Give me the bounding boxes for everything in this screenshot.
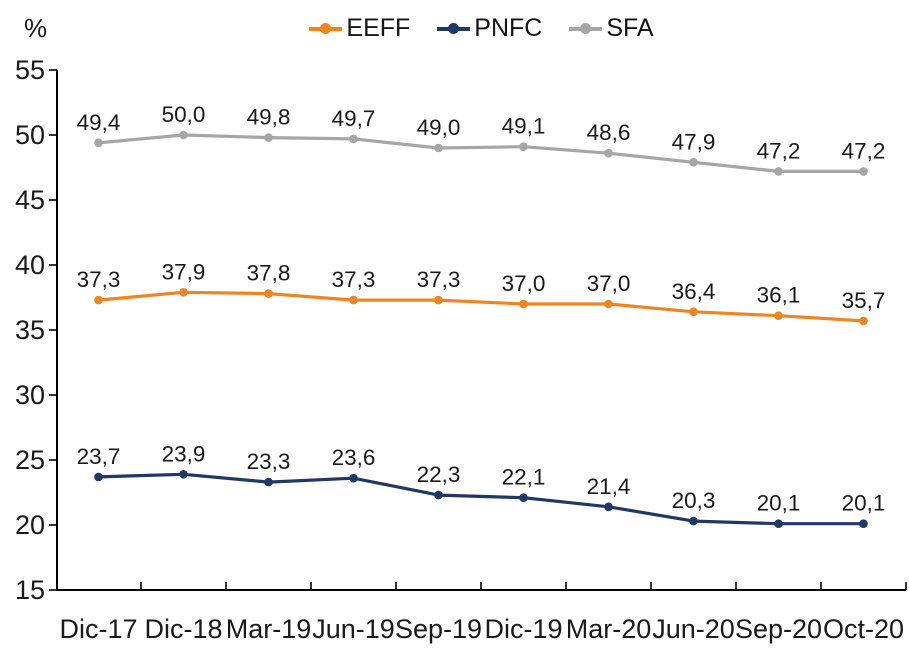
legend-marker-sfa-icon	[569, 23, 603, 34]
x-axis-category-label: Sep-20	[735, 614, 822, 644]
x-axis-category-label: Oct-20	[823, 614, 904, 644]
data-point-eeff	[94, 295, 103, 305]
y-axis-tick-label: 40	[15, 250, 45, 280]
data-point-pnfc	[859, 519, 868, 528]
data-label-eeff: 37,3	[77, 267, 121, 292]
y-axis-tick-label: 45	[15, 185, 45, 215]
data-label-sfa: 49,7	[332, 106, 376, 131]
data-label-sfa: 47,2	[757, 138, 801, 163]
x-axis-category-label: Jun-20	[652, 614, 735, 644]
data-label-eeff: 35,7	[842, 288, 886, 313]
data-label-pnfc: 22,3	[417, 462, 461, 487]
legend-marker-eeff-icon	[309, 23, 343, 34]
data-point-eeff	[349, 295, 358, 305]
legend-label-sfa: SFA	[606, 14, 654, 42]
data-label-sfa: 47,9	[672, 129, 716, 154]
data-point-sfa	[264, 133, 273, 142]
y-axis-unit-label: %	[24, 13, 48, 43]
data-label-pnfc: 20,1	[842, 491, 886, 516]
data-point-sfa	[774, 167, 783, 176]
data-point-sfa	[94, 138, 103, 148]
data-point-pnfc	[434, 490, 443, 500]
data-point-eeff	[434, 295, 443, 305]
data-point-pnfc	[264, 477, 273, 487]
data-label-pnfc: 23,7	[77, 444, 121, 469]
data-label-eeff: 37,3	[417, 267, 461, 292]
data-label-sfa: 49,4	[77, 110, 121, 135]
data-point-eeff	[604, 299, 613, 309]
x-axis-category-label: Sep-19	[395, 614, 482, 644]
data-label-eeff: 36,4	[672, 279, 716, 304]
data-point-sfa	[349, 134, 358, 144]
data-point-sfa	[859, 167, 868, 176]
data-label-pnfc: 22,1	[502, 465, 546, 490]
legend-item-sfa: SFA	[569, 14, 654, 42]
data-point-eeff	[264, 289, 273, 298]
data-point-pnfc	[349, 473, 358, 483]
legend-marker-pnfc-icon	[437, 23, 471, 34]
data-point-sfa	[604, 148, 613, 158]
data-label-eeff: 37,0	[502, 271, 546, 296]
data-label-pnfc: 23,6	[332, 445, 376, 470]
legend: EEFF PNFC SFA	[57, 16, 906, 41]
y-axis-tick-label: 35	[15, 315, 45, 345]
data-point-pnfc	[604, 502, 613, 512]
x-axis-category-label: Mar-19	[226, 614, 312, 644]
axes	[56, 70, 906, 591]
data-point-sfa	[689, 158, 698, 167]
series-line-sfa	[98, 133, 864, 173]
data-point-pnfc	[774, 519, 783, 528]
y-axis-tick-label: 50	[15, 120, 45, 150]
legend-item-pnfc: PNFC	[437, 16, 542, 41]
data-label-sfa: 47,2	[842, 138, 886, 163]
data-point-sfa	[519, 142, 528, 151]
data-label-sfa: 49,0	[417, 115, 461, 140]
data-label-eeff: 36,1	[757, 283, 801, 308]
data-label-pnfc: 23,9	[162, 441, 206, 466]
data-label-sfa: 49,8	[247, 105, 291, 130]
data-label-eeff: 37,8	[247, 261, 291, 286]
data-label-pnfc: 20,3	[672, 488, 716, 513]
x-axis-category-label: Mar-20	[566, 614, 652, 644]
data-point-eeff	[774, 311, 783, 321]
legend-item-eeff: EEFF	[309, 16, 410, 41]
y-axis-tick-label: 25	[15, 445, 45, 475]
series-line-eeff	[98, 290, 864, 323]
data-point-pnfc	[689, 516, 698, 526]
data-point-sfa	[179, 130, 188, 140]
data-point-pnfc	[179, 470, 188, 479]
data-label-eeff: 37,0	[587, 271, 631, 296]
y-axis-tick-label: 55	[15, 55, 45, 85]
data-point-pnfc	[94, 472, 103, 482]
y-axis-tick-label: 20	[15, 510, 45, 540]
data-label-pnfc: 21,4	[587, 474, 631, 499]
series-line-pnfc	[98, 472, 864, 526]
data-point-eeff	[179, 288, 188, 297]
data-label-eeff: 37,9	[162, 259, 206, 284]
data-point-eeff	[519, 299, 528, 309]
data-label-sfa: 49,1	[502, 114, 546, 139]
x-axis-category-label: Dic-18	[144, 614, 222, 644]
data-label-pnfc: 20,1	[757, 491, 801, 516]
x-axis-category-label: Dic-19	[484, 614, 562, 644]
legend-label-eeff: EEFF	[346, 14, 411, 42]
y-axis-tick-label: 30	[15, 380, 45, 410]
data-label-sfa: 48,6	[587, 120, 631, 145]
x-axis-category-label: Dic-17	[59, 614, 137, 644]
data-point-pnfc	[519, 493, 528, 503]
data-point-sfa	[434, 143, 443, 153]
data-label-eeff: 37,3	[332, 267, 376, 292]
legend-label-pnfc: PNFC	[474, 14, 543, 42]
x-axis-category-label: Jun-19	[312, 614, 395, 644]
data-label-pnfc: 23,3	[247, 449, 291, 474]
y-axis-tick-label: 15	[15, 575, 45, 605]
data-point-eeff	[859, 316, 868, 326]
data-point-eeff	[689, 307, 698, 317]
data-label-sfa: 50,0	[162, 102, 206, 127]
